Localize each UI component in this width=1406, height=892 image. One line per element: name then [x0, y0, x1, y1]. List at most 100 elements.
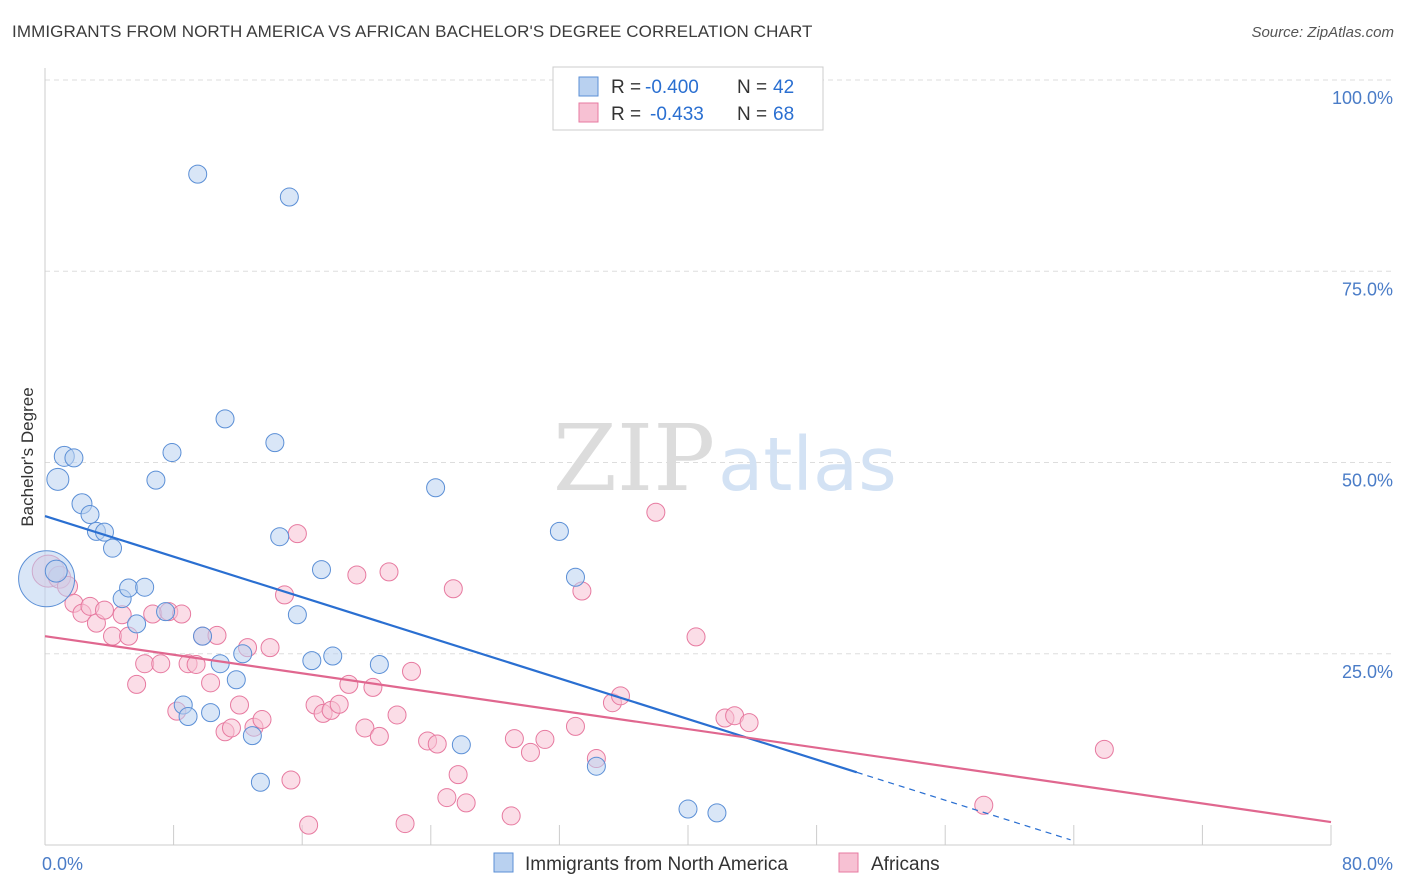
data-point-africans-62	[646, 502, 666, 522]
data-point-immigrants-26	[242, 726, 262, 746]
data-point-africans-19	[186, 654, 206, 674]
data-point-africans-41	[363, 677, 383, 697]
data-point-africans-21	[201, 673, 221, 693]
y-tick-label-100: 100.0%	[1332, 88, 1393, 108]
legend-swatch-pink	[578, 102, 599, 123]
data-point-africans-33	[299, 815, 319, 835]
data-point-immigrants-20	[193, 626, 213, 646]
y-axis-label: Bachelor's Degree	[18, 387, 37, 526]
legend: R = -0.400 N = 42 R = -0.433 N = 68	[552, 66, 824, 131]
data-point-africans-46	[402, 661, 422, 681]
data-point-immigrants-28	[265, 433, 285, 453]
data-point-immigrants-12	[127, 614, 147, 634]
axes	[44, 68, 1332, 846]
data-point-immigrants-39	[565, 567, 585, 587]
data-point-immigrants-0	[18, 550, 76, 608]
data-point-africans-52	[456, 793, 476, 813]
bottom-legend-swatch-blue	[493, 852, 514, 873]
legend-r-value-2: -0.433	[650, 104, 704, 125]
data-point-africans-38	[339, 674, 359, 694]
data-point-africans-54	[504, 729, 524, 749]
data-point-africans-55	[520, 742, 540, 762]
data-point-immigrants-4	[64, 448, 84, 468]
data-point-immigrants-37	[451, 735, 471, 755]
trend-line-africans	[44, 635, 1332, 824]
data-point-africans-53	[501, 806, 521, 826]
data-point-africans-42	[369, 726, 389, 746]
chart-title: IMMIGRANTS FROM NORTH AMERICA VS AFRICAN…	[12, 22, 813, 41]
data-point-immigrants-19	[188, 164, 208, 184]
data-point-africans-24	[221, 718, 241, 738]
bottom-legend-swatch-pink	[838, 852, 859, 873]
data-point-immigrants-16	[162, 443, 182, 463]
bottom-legend: Immigrants from North America Africans	[493, 852, 940, 875]
source-credit: Source: ZipAtlas.com	[1251, 24, 1394, 41]
data-point-africans-56	[535, 729, 555, 749]
data-point-immigrants-35	[369, 654, 389, 674]
trend-line-immigrants	[44, 515, 858, 774]
data-point-africans-40	[355, 718, 375, 738]
x-tick-label-min: 0.0%	[42, 854, 83, 874]
data-point-immigrants-13	[135, 577, 155, 597]
data-point-immigrants-38	[549, 521, 569, 541]
data-point-immigrants-41	[678, 799, 698, 819]
legend-n-label-2: N =	[737, 104, 767, 125]
data-point-immigrants-42	[707, 803, 727, 823]
y-tick-label-50: 50.0%	[1342, 471, 1393, 491]
data-point-africans-48	[427, 734, 447, 754]
data-point-africans-37	[329, 694, 349, 714]
data-point-africans-68	[1094, 739, 1114, 759]
data-point-immigrants-11	[119, 578, 139, 598]
data-point-immigrants-32	[302, 651, 322, 671]
data-point-immigrants-6	[80, 505, 100, 525]
series-africans	[31, 502, 1114, 835]
data-point-africans-45	[395, 814, 415, 834]
trend-lines	[44, 515, 1332, 841]
data-point-immigrants-33	[311, 560, 331, 580]
data-point-africans-14	[151, 654, 171, 674]
x-tick-label-max: 80.0%	[1342, 854, 1393, 874]
watermark-zip: ZIP	[553, 405, 715, 512]
data-point-immigrants-15	[156, 602, 176, 622]
data-point-africans-32	[287, 524, 307, 544]
data-point-africans-43	[379, 562, 399, 582]
trend-line-immigrants-extension	[856, 771, 1071, 841]
legend-r-value-1: -0.400	[645, 77, 699, 98]
data-point-africans-29	[260, 638, 280, 658]
data-point-africans-57	[565, 716, 585, 736]
data-point-africans-63	[686, 627, 706, 647]
y-tick-label-25: 25.0%	[1342, 662, 1393, 682]
data-point-immigrants-14	[146, 470, 166, 490]
legend-r-label-1: R =	[611, 77, 641, 98]
legend-n-value-1: 42	[773, 77, 794, 98]
data-point-immigrants-21	[201, 703, 221, 723]
data-point-africans-11	[127, 674, 147, 694]
data-point-africans-25	[230, 695, 250, 715]
data-point-immigrants-31	[287, 605, 307, 625]
data-point-immigrants-24	[226, 670, 246, 690]
data-point-immigrants-23	[215, 409, 235, 429]
data-point-africans-8	[103, 626, 123, 646]
data-point-immigrants-22	[210, 654, 230, 674]
legend-n-label-1: N =	[737, 77, 767, 98]
y-tick-label-75: 75.0%	[1342, 279, 1393, 299]
data-point-africans-50	[443, 579, 463, 599]
data-point-africans-51	[448, 765, 468, 785]
data-point-immigrants-36	[426, 478, 446, 498]
data-point-africans-12	[135, 654, 155, 674]
series-immigrants-north-america	[18, 164, 727, 823]
data-point-immigrants-40	[586, 756, 606, 776]
data-point-immigrants-34	[323, 646, 343, 666]
data-point-immigrants-2	[46, 467, 70, 491]
data-point-africans-31	[281, 770, 301, 790]
legend-n-value-2: 68	[773, 104, 794, 125]
data-point-immigrants-27	[250, 772, 270, 792]
data-point-africans-44	[387, 705, 407, 725]
data-point-africans-49	[437, 788, 457, 808]
watermark-atlas: atlas	[718, 422, 897, 508]
data-point-africans-7	[94, 600, 114, 620]
watermark: ZIP atlas	[553, 405, 897, 512]
bottom-legend-label-pink: Africans	[871, 854, 940, 875]
data-point-immigrants-30	[279, 187, 299, 207]
